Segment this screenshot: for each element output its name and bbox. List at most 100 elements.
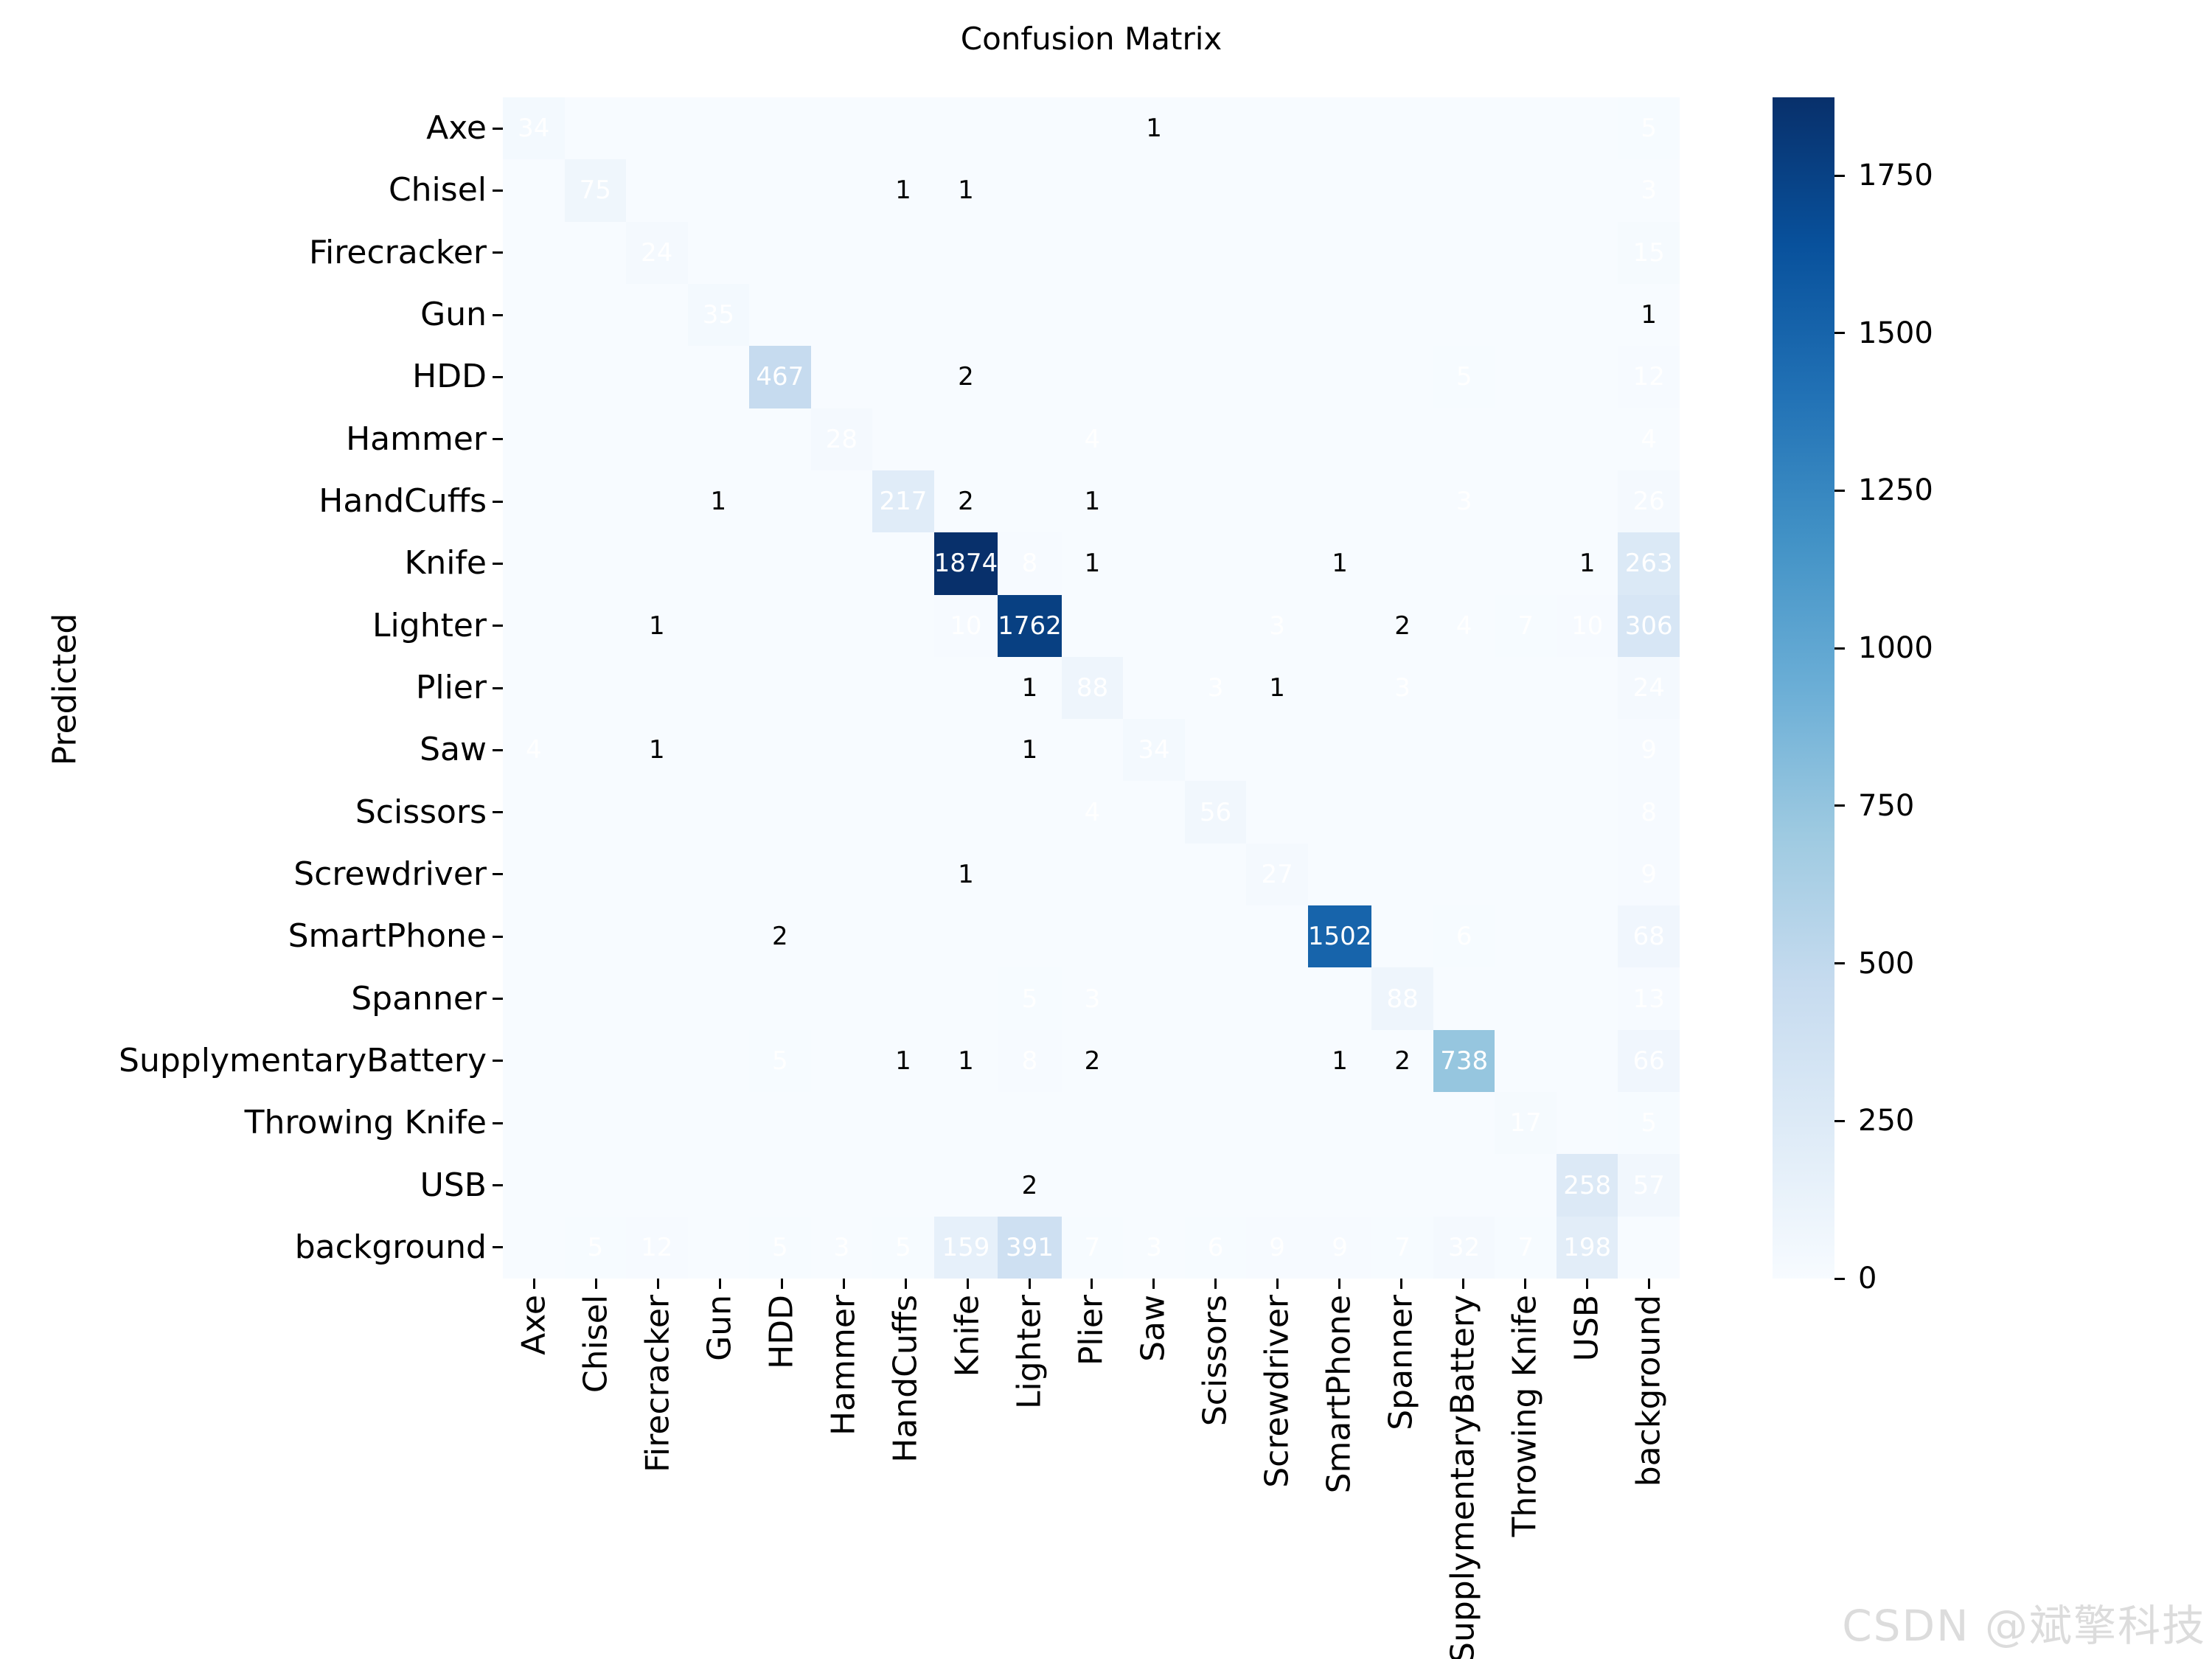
heatmap-cell-Chisel-Knife: 1 <box>933 159 998 222</box>
heatmap-cell-Gun-Throwing Knife <box>1495 283 1557 347</box>
heatmap-cell-Spanner-Axe <box>503 967 565 1030</box>
heatmap-cell-background-Chisel: 5 <box>564 1216 627 1279</box>
heatmap-cell-Chisel-Saw <box>1123 159 1185 222</box>
y-tick-label-Spanner: Spanner <box>351 979 487 1018</box>
heatmap-cell-background-Knife: 159 <box>933 1216 998 1279</box>
heatmap-cell-Screwdriver-Screwdriver: 27 <box>1246 843 1308 906</box>
heatmap-cell-SupplymentaryBattery-Spanner: 2 <box>1371 1029 1433 1093</box>
heatmap-cell-Axe-Screwdriver <box>1246 97 1308 160</box>
heatmap-cell-Axe-Throwing Knife <box>1495 97 1557 160</box>
heatmap-cell-SupplymentaryBattery-Saw <box>1123 1029 1185 1093</box>
heatmap-cell-Knife-Scissors <box>1184 532 1247 595</box>
heatmap-cell-Lighter-SupplymentaryBattery: 4 <box>1433 594 1495 657</box>
heatmap-cell-Lighter-Knife: 10 <box>933 594 998 657</box>
heatmap-cell-SupplymentaryBattery-background: 66 <box>1618 1029 1680 1093</box>
heatmap-cell-Spanner-HDD <box>749 967 811 1030</box>
colorbar-tick-mark <box>1834 804 1845 807</box>
cell-value: 9 <box>1641 735 1658 765</box>
heatmap-cell-Axe-Chisel <box>564 97 627 160</box>
cell-value: 306 <box>1624 611 1673 641</box>
heatmap-cell-Hammer-USB <box>1556 408 1618 470</box>
heatmap-cell-Spanner-Scissors <box>1184 967 1247 1030</box>
heatmap-cell-Screwdriver-Gun <box>687 843 750 906</box>
heatmap-cell-Scissors-SmartPhone <box>1307 781 1372 844</box>
heatmap-cell-Firecracker-HandCuffs <box>872 221 934 284</box>
heatmap-cell-Screwdriver-Chisel <box>564 843 627 906</box>
heatmap-cell-Knife-Chisel <box>564 532 627 595</box>
y-tick-mark <box>493 625 503 627</box>
cell-value: 34 <box>518 114 550 144</box>
x-tick-label-HandCuffs: HandCuffs <box>886 1295 925 1463</box>
heatmap-cell-Spanner-Throwing Knife <box>1495 967 1557 1030</box>
heatmap-cell-Saw-Scissors <box>1184 719 1247 782</box>
heatmap-cell-Hammer-Hammer: 28 <box>810 408 873 470</box>
heatmap-cell-Firecracker-HDD <box>749 221 811 284</box>
x-tick-label-Hammer: Hammer <box>824 1295 863 1436</box>
heatmap-cell-Knife-Saw <box>1123 532 1185 595</box>
heatmap-cell-USB-Scissors <box>1184 1154 1247 1217</box>
cell-value: 1 <box>958 1046 974 1076</box>
heatmap-cell-background-background <box>1618 1216 1680 1279</box>
heatmap-cell-background-SmartPhone: 9 <box>1307 1216 1372 1279</box>
heatmap-cell-Plier-Throwing Knife <box>1495 656 1557 720</box>
heatmap-cell-HDD-Scissors <box>1184 346 1247 408</box>
heatmap-cell-Gun-background: 1 <box>1618 283 1680 347</box>
colorbar-tick-label-1750: 1750 <box>1858 159 1933 192</box>
heatmap-cell-Chisel-Scissors <box>1184 159 1247 222</box>
heatmap-cell-Screwdriver-HDD <box>749 843 811 906</box>
heatmap-cell-Plier-HandCuffs <box>872 656 934 720</box>
heatmap-cell-USB-SmartPhone <box>1307 1154 1372 1217</box>
heatmap-cell-SupplymentaryBattery-Screwdriver <box>1246 1029 1308 1093</box>
heatmap-cell-Screwdriver-Plier <box>1061 843 1124 906</box>
cell-value: 198 <box>1563 1232 1612 1262</box>
colorbar-tick-mark <box>1834 962 1845 965</box>
heatmap-cell-HDD-Throwing Knife <box>1495 346 1557 408</box>
heatmap-cell-USB-Spanner <box>1371 1154 1433 1217</box>
heatmap-cell-Chisel-Firecracker <box>626 159 688 222</box>
x-tick-label-Chisel: Chisel <box>577 1295 615 1394</box>
heatmap-cell-Hammer-Knife <box>933 408 998 470</box>
watermark: CSDN @斌擎科技 <box>1842 1601 2206 1651</box>
cell-value: 88 <box>1386 984 1419 1014</box>
heatmap-cell-Axe-background: 5 <box>1618 97 1680 160</box>
x-tick-label-Gun: Gun <box>700 1295 739 1361</box>
cell-value: 5 <box>1455 362 1472 392</box>
y-tick-label-background: background <box>294 1228 487 1266</box>
heatmap-cell-SupplymentaryBattery-Gun <box>687 1029 750 1093</box>
cell-value: 5 <box>895 1232 911 1262</box>
heatmap-cell-Scissors-Scissors: 56 <box>1184 781 1247 844</box>
heatmap-cell-Plier-Screwdriver: 1 <box>1246 656 1308 720</box>
heatmap-cell-Scissors-Knife <box>933 781 998 844</box>
cell-value: 1 <box>648 611 665 641</box>
x-tick-mark <box>532 1279 535 1289</box>
x-tick-mark <box>842 1279 845 1289</box>
cell-value: 3 <box>833 1232 850 1262</box>
heatmap-cell-SupplymentaryBattery-Lighter: 8 <box>998 1029 1062 1093</box>
heatmap-cell-Firecracker-Chisel <box>564 221 627 284</box>
heatmap-cell-Knife-background: 263 <box>1618 532 1680 595</box>
cell-value: 2 <box>772 922 788 952</box>
heatmap-cell-Axe-SmartPhone <box>1307 97 1372 160</box>
heatmap-cell-SupplymentaryBattery-SmartPhone: 1 <box>1307 1029 1372 1093</box>
heatmap-cell-background-Plier: 7 <box>1061 1216 1124 1279</box>
cell-value: 1 <box>958 859 974 889</box>
heatmap-cell-HandCuffs-Chisel <box>564 470 627 533</box>
heatmap-cell-Chisel-Screwdriver <box>1246 159 1308 222</box>
cell-value: 391 <box>1006 1232 1054 1262</box>
heatmap-cell-Lighter-Firecracker: 1 <box>626 594 688 657</box>
cell-value: 7 <box>1517 611 1534 641</box>
heatmap-cell-Hammer-Gun <box>687 408 750 470</box>
heatmap-cell-Spanner-Screwdriver <box>1246 967 1308 1030</box>
cell-value: 4 <box>525 735 542 765</box>
heatmap-cell-Plier-Gun <box>687 656 750 720</box>
colorbar-tick-mark <box>1834 1277 1845 1280</box>
x-tick-mark <box>1523 1279 1526 1289</box>
heatmap-cell-Throwing Knife-Firecracker <box>626 1092 688 1155</box>
heatmap-cell-Hammer-Scissors <box>1184 408 1247 470</box>
heatmap-cell-Plier-Firecracker <box>626 656 688 720</box>
heatmap-cell-HDD-Knife: 2 <box>933 346 998 408</box>
heatmap-cell-Saw-HDD <box>749 719 811 782</box>
cell-value: 1 <box>895 175 911 206</box>
heatmap-cell-HDD-Screwdriver <box>1246 346 1308 408</box>
heatmap-cell-background-Screwdriver: 9 <box>1246 1216 1308 1279</box>
